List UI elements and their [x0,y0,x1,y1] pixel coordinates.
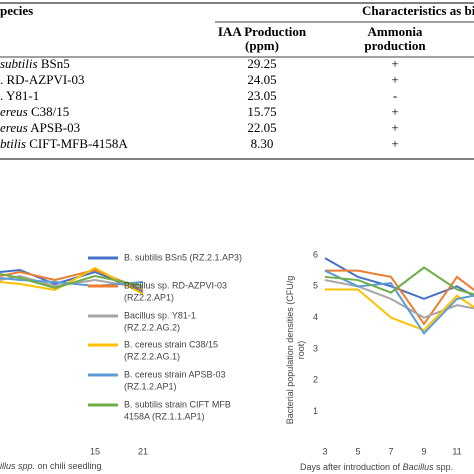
species-cell: . Y81-1 [0,88,39,103]
species-cell: subtilis BSn5 [0,56,70,71]
y-tick-label: 1 [313,406,318,416]
legend-label: Bacillus sp. Y81-1 [124,310,196,320]
y-axis-label: Bacterial population densities (CFU/groo… [285,276,306,425]
column-header: production [364,38,426,53]
y-tick-label: 4 [313,312,318,322]
species-cell-part: . RD-AZPVI-03 [0,72,85,87]
x-axis-label-part: Bacillus [403,462,435,472]
left-chart-lines [0,266,144,295]
legend-label: B. subtilis BSn5 (RZ.2.1.AP3) [124,252,242,262]
x-axis-label: Days after introduction of Bacillus spp. [300,462,453,472]
legend-label: (RZ.2.2.AG.2) [124,322,180,332]
x-tick-label: 15 [90,446,100,456]
species-cell-part: btilis [0,136,26,151]
ammonia-cell: - [393,88,397,103]
iaa-cell: 29.25 [247,56,276,71]
ammonia-cell: + [391,136,398,151]
y-tick-label: 6 [313,249,318,259]
column-header: Ammonia [368,24,423,39]
table-header: Characteristics as bio [362,3,474,18]
legend-label: 4158A (RZ.1.1.AP1) [124,411,205,421]
legend-label: B. cereus strain C38/15 [124,339,218,349]
series-line [324,257,474,300]
iaa-cell: 8.30 [251,136,274,151]
x-axis-label-part: Days after introduction of [300,462,403,472]
series-line [325,288,474,332]
x-axis-label-part: illus spp. [0,461,35,471]
x-tick-label: 3 [322,446,327,456]
ammonia-cell: + [391,120,398,135]
legend-label: (RZ.1.2.AP1) [124,381,177,391]
x-axis-label-part: spp. [434,462,454,472]
legend-label: Bacillus sp. RD-AZPVI-03 [124,280,227,290]
iaa-cell: 22.05 [247,120,276,135]
species-cell: . RD-AZPVI-03 [0,72,85,87]
legend-label: B. subtilis strain CIFT MFB [124,399,231,409]
series-line [324,266,474,296]
species-cell-part: C38/15 [28,104,70,119]
species-cell-part: . Y81-1 [0,88,39,103]
left-chart: 15 21 illus spp. on chili seedling [0,446,148,471]
x-tick-label: 11 [452,446,461,456]
legend-label: (RZ.2.2.AG.1) [124,351,180,361]
species-cell-part: CIFT-MFB-4158A [26,136,128,151]
legend-label: (RZ2.2.AP1) [124,292,174,302]
iaa-cell: 24.05 [247,72,276,87]
column-header: (ppm) [245,38,279,53]
ammonia-cell: + [391,104,398,119]
ammonia-cell: + [391,72,398,87]
series-line [325,269,474,326]
column-header: IAA Production [218,24,307,39]
iaa-cell: 15.75 [247,104,276,119]
species-cell-part: subtilis [0,56,38,71]
right-chart: 12345635791113Days after introduction of… [285,249,474,472]
species-cell: ereus APSB-03 [0,120,80,135]
left-line [0,273,144,290]
y-tick-label: 2 [313,375,318,385]
x-tick-label: 9 [421,446,426,456]
x-tick-label: 5 [355,446,360,456]
series-line [324,269,474,335]
x-axis-label: illus spp. on chili seedling [0,461,102,471]
species-cell-part: BSn5 [38,56,70,71]
x-axis-label-part: on chili seedling [35,461,102,471]
species-cell-part: ereus [0,104,28,119]
y-tick-label: 5 [313,281,318,291]
legend-label: B. cereus strain APSB-03 [124,369,226,379]
y-axis-label-line: Bacterial population densities (CFU/g [285,276,295,425]
species-cell-part: ereus [0,120,28,135]
ammonia-cell: + [391,56,398,71]
left-line [0,266,144,295]
species-cell: btilis CIFT-MFB-4158A [0,136,128,151]
iaa-cell: 23.05 [247,88,276,103]
species-cell: ereus C38/15 [0,104,69,119]
y-tick-label: 3 [313,343,318,353]
x-tick-label: 7 [388,446,393,456]
y-axis-label-line: root) [296,341,306,360]
legend: B. subtilis BSn5 (RZ.2.1.AP3) Bacillus sp… [88,252,242,421]
x-tick-label: 21 [138,446,148,456]
table-header: pecies [0,3,33,18]
species-cell-part: APSB-03 [28,120,80,135]
